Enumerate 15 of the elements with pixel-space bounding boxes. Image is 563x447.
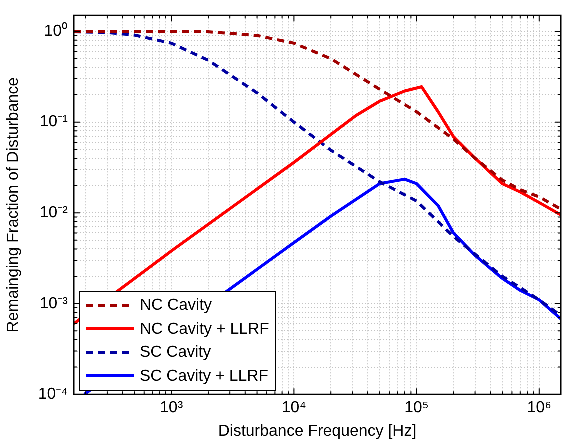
legend-label: SC Cavity — [140, 343, 212, 363]
y-tick-label: 10⁰ — [44, 22, 68, 40]
x-tick-label: 10⁵ — [404, 400, 430, 417]
x-tick-label: 10⁶ — [527, 400, 552, 417]
legend-label: NC Cavity — [140, 296, 212, 316]
y-tick-label: 10⁻² — [40, 204, 69, 222]
legend-label: SC Cavity + LLRF — [140, 366, 268, 386]
y-axis-title: Remainging Fraction of Disturbance — [5, 77, 22, 333]
x-tick-label: 10³ — [160, 400, 184, 417]
x-axis-title: Disturbance Frequency [Hz] — [218, 422, 417, 440]
x-tick-label: 10⁴ — [282, 400, 307, 417]
y-tick-label: 10⁻⁴ — [38, 386, 68, 404]
legend-label: NC Cavity + LLRF — [140, 320, 270, 340]
y-tick-label: 10⁻³ — [40, 295, 69, 312]
y-tick-label: 10⁻¹ — [40, 114, 68, 131]
